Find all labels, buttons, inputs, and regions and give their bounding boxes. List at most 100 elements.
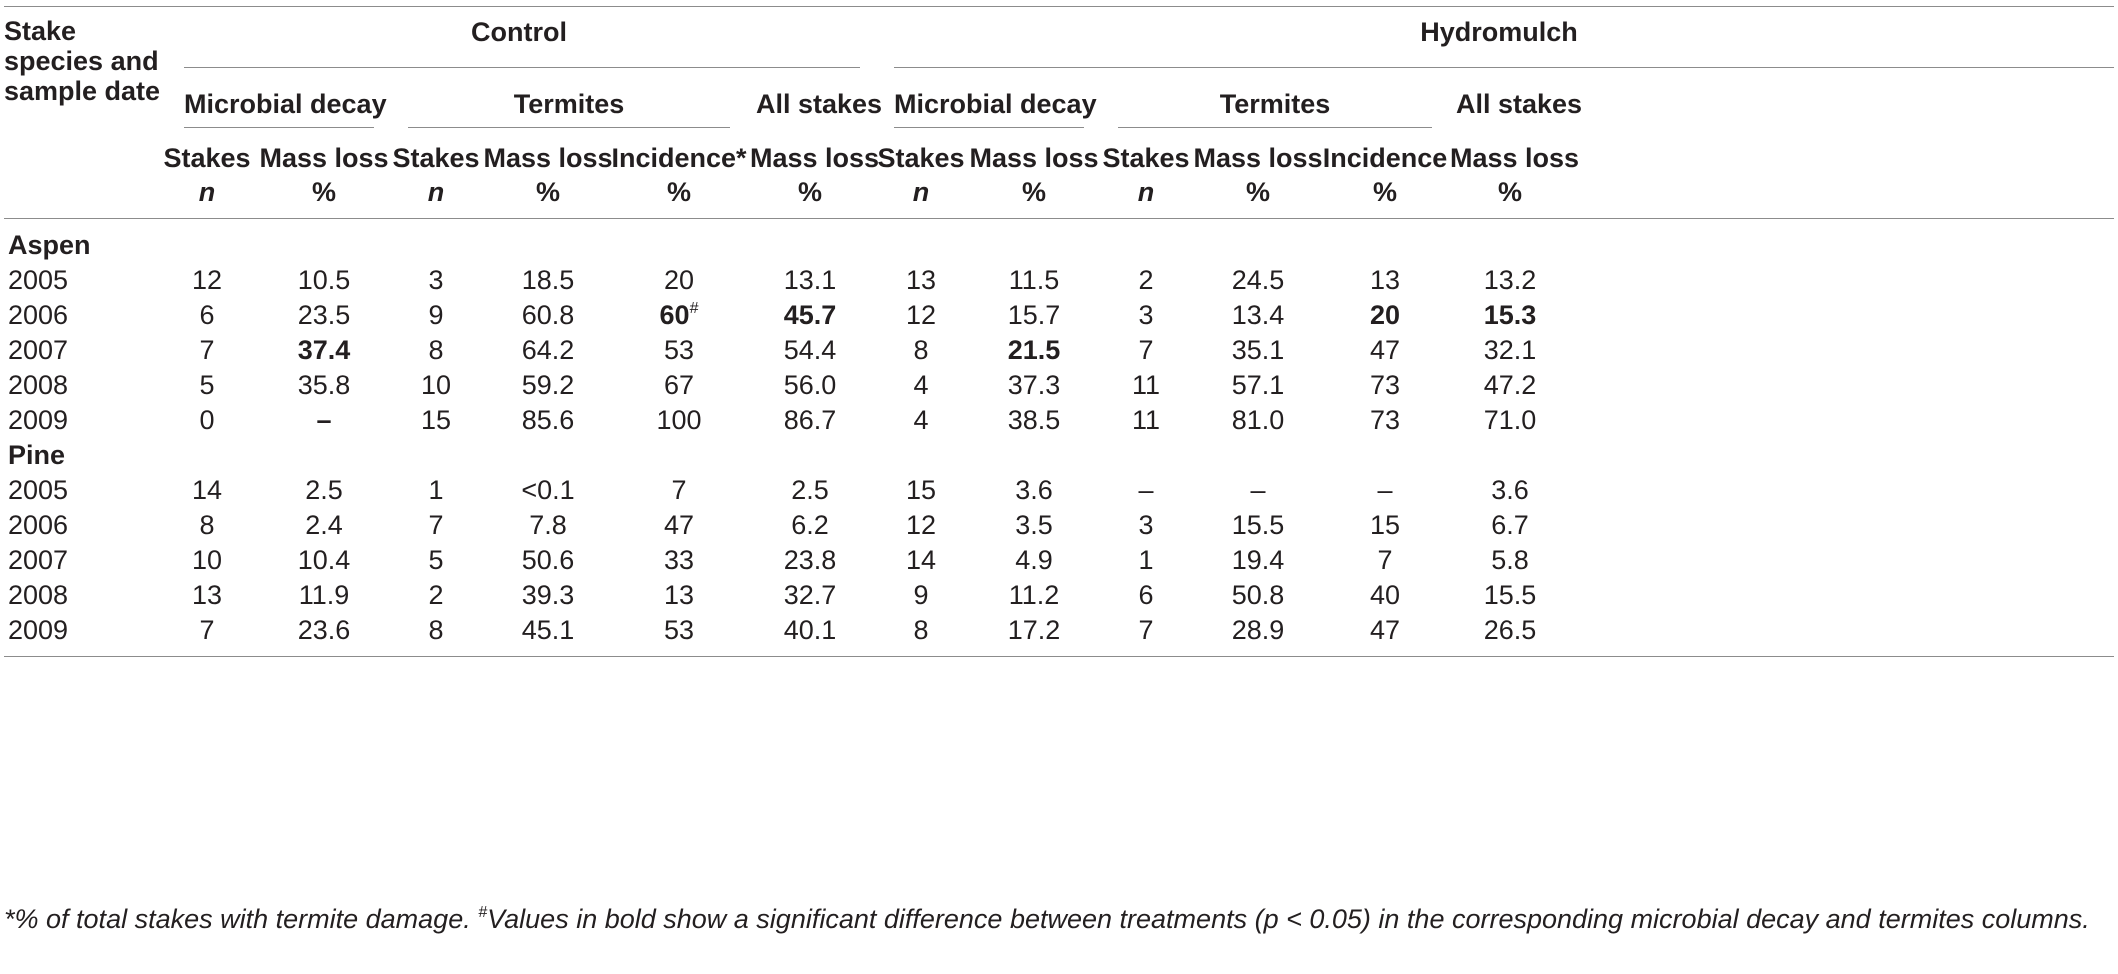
- table-cell: 3: [381, 263, 491, 297]
- cell-value: 26.5: [1483, 615, 1537, 645]
- table-cell: 13.1: [750, 263, 870, 297]
- table-cell: 11: [1091, 403, 1201, 437]
- cell-value: 17.2: [1007, 615, 1061, 645]
- cell-value: 10: [420, 370, 452, 400]
- table-cell: 13: [1310, 263, 1460, 297]
- table-cell: 2.5: [259, 473, 389, 507]
- table-cell: 6.7: [1450, 508, 1570, 542]
- row-date: 2009: [8, 615, 69, 645]
- cell-value: 8: [428, 615, 444, 645]
- column-header-name: Mass loss: [1450, 143, 1580, 173]
- table-cell: 64.2: [478, 333, 618, 367]
- footnote-marker-hash: #: [478, 904, 488, 921]
- cell-value: 2: [1138, 265, 1154, 295]
- cell-value: 7: [1138, 335, 1154, 365]
- cell-value: 13: [663, 580, 695, 610]
- table-cell: 85.6: [478, 403, 618, 437]
- cell-value: 13: [1369, 265, 1401, 295]
- table-cell: 7: [1091, 333, 1201, 367]
- group-hydromulch: Hydromulch: [1420, 17, 1578, 47]
- cell-value: 86.7: [783, 405, 837, 435]
- table-cell: –: [1091, 473, 1201, 507]
- subgroup-hydro-microbial: Microbial decay: [894, 89, 1097, 119]
- cell-value: 15: [905, 475, 937, 505]
- table-cell: 1: [381, 473, 491, 507]
- table-cell: 5: [381, 543, 491, 577]
- cell-value: 5: [428, 545, 444, 575]
- table-cell: 5: [152, 368, 262, 402]
- table-cell: 14: [152, 473, 262, 507]
- cell-value: 15: [1369, 510, 1401, 540]
- section-label-aspen: Aspen: [8, 230, 91, 260]
- table-cell: –: [1188, 473, 1328, 507]
- table-cell: 20: [604, 263, 754, 297]
- cell-value: 28.9: [1231, 615, 1285, 645]
- cell-value: 13: [191, 580, 223, 610]
- cell-value: 7: [428, 510, 444, 540]
- table-cell: 4.9: [969, 543, 1099, 577]
- cell-value: 11.9: [298, 580, 350, 610]
- cell-value: 4.9: [1015, 545, 1053, 575]
- group-control: Control: [471, 17, 567, 47]
- cell-value: –: [316, 405, 332, 435]
- table-cell: 13.2: [1450, 263, 1570, 297]
- cell-value: 3.6: [1491, 475, 1529, 505]
- table-cell: 11: [1091, 368, 1201, 402]
- hydromulch-group-rule: [894, 67, 2114, 68]
- table-cell: 11.2: [969, 578, 1099, 612]
- table-cell: –: [1310, 473, 1460, 507]
- cell-value: 10.5: [297, 265, 351, 295]
- cell-value: 24.5: [1231, 265, 1285, 295]
- table-cell: 7: [152, 613, 262, 647]
- cell-value: 5: [199, 370, 215, 400]
- table-cell: 45.1: [478, 613, 618, 647]
- cell-value: 20: [1369, 300, 1401, 330]
- column-header-name: Incidence*: [611, 143, 747, 173]
- cell-value: 11: [1131, 405, 1161, 435]
- column-header-unit: %: [311, 177, 336, 207]
- cell-value: 3: [1138, 300, 1154, 330]
- table-cell: 40: [1310, 578, 1460, 612]
- table-cell: 53: [604, 333, 754, 367]
- cell-value: 45.7: [783, 300, 837, 330]
- table-cell: 2.5: [750, 473, 870, 507]
- table-cell: 10: [152, 543, 262, 577]
- cell-value: 35.8: [297, 370, 351, 400]
- table-bottom-rule: [4, 656, 2114, 657]
- footnote-marker-asterisk: *: [4, 904, 15, 934]
- cell-value: 33: [663, 545, 695, 575]
- table-cell: 35.1: [1188, 333, 1328, 367]
- cell-value: 8: [913, 335, 929, 365]
- table-cell: 54.4: [750, 333, 870, 367]
- column-header-name: Stakes: [1102, 143, 1190, 173]
- cell-value: 37.3: [1007, 370, 1061, 400]
- table-cell: 8: [152, 508, 262, 542]
- cell-value: 67: [663, 370, 695, 400]
- table-cell: 12: [866, 298, 976, 332]
- cell-value: 3: [1138, 510, 1154, 540]
- table-cell: 38.5: [969, 403, 1099, 437]
- cell-value: 40: [1369, 580, 1401, 610]
- cell-superscript: #: [689, 300, 699, 317]
- table-cell: 73: [1310, 403, 1460, 437]
- table-cell: 7: [152, 333, 262, 367]
- cell-value: 9: [913, 580, 929, 610]
- column-header-unit: %: [1021, 177, 1046, 207]
- table-cell: 3: [1091, 508, 1201, 542]
- table-cell: 23.8: [750, 543, 870, 577]
- table-cell: 23.6: [259, 613, 389, 647]
- table-cell: 3.6: [969, 473, 1099, 507]
- cell-value: 13.1: [783, 265, 837, 295]
- header-bottom-rule: [4, 218, 2114, 219]
- table-cell: 2: [381, 578, 491, 612]
- table-cell: 2.4: [259, 508, 389, 542]
- row-label-header: Stake species and sample date: [4, 16, 161, 106]
- cell-value: 13.4: [1231, 300, 1285, 330]
- row-date: 2008: [8, 370, 69, 400]
- cell-value: 50.8: [1231, 580, 1285, 610]
- column-header-unit: %: [1497, 177, 1522, 207]
- table-footnote: *% of total stakes with termite damage. …: [4, 900, 2110, 938]
- column-header-name: Mass loss: [259, 143, 389, 173]
- cell-value: 71.0: [1483, 405, 1537, 435]
- cell-value: 2: [428, 580, 444, 610]
